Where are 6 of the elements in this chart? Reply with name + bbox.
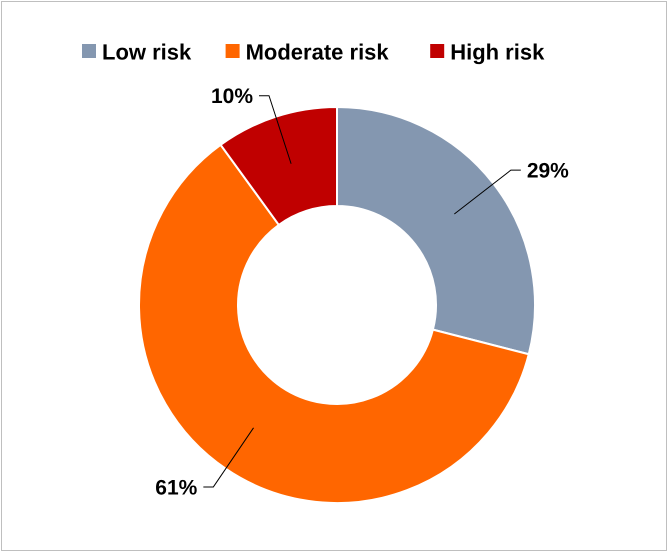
legend-label: High risk	[450, 40, 546, 65]
legend-label: Low risk	[102, 40, 192, 65]
data-label: 10%	[210, 85, 254, 108]
data-label: 61%	[155, 476, 198, 500]
data-label: 29%	[526, 160, 570, 183]
legend-label: Moderate risk	[246, 40, 390, 65]
